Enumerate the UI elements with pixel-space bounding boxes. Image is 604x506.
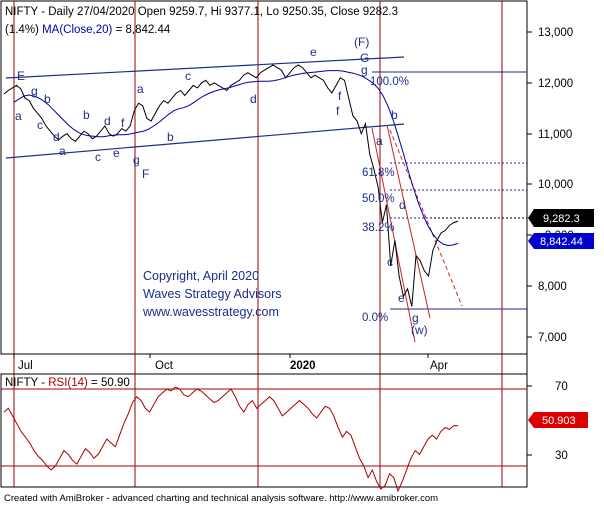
fib-labels: 100.0% 61.8% 50.0% 38.2% 0.0% [362, 76, 409, 324]
change-pct: (1.4%) [5, 24, 42, 36]
wave-label: a [15, 109, 22, 123]
ma-badge-label: 8,842.44 [540, 236, 583, 248]
rsi-title-value: = 50.90 [88, 377, 130, 389]
wave-label: g [361, 63, 368, 77]
falling-channel-right [386, 124, 431, 319]
ma-series-line [13, 70, 459, 247]
wave-label: f [338, 89, 342, 103]
wave-label: e [310, 45, 317, 59]
price-panel-frame [0, 0, 528, 355]
rsi-badge-label: 50.903 [542, 415, 576, 427]
wave-label: E [17, 69, 25, 83]
copyright-line: Copyright, April 2020 [143, 269, 259, 283]
fib-label: 0.0% [362, 312, 388, 324]
price-tick-label: 11,000 [538, 129, 572, 141]
rsi-tick-label: 30 [555, 450, 568, 462]
time-tick-label: Apr [430, 360, 448, 372]
price-series-line [3, 64, 459, 307]
rsi-title-prefix: NIFTY - [5, 377, 48, 389]
rsi-header: NIFTY - RSI(14) = 50.90 [5, 377, 130, 389]
price-tick-label: 8,000 [538, 281, 567, 293]
chart-subtitle: (1.4%) MA(Close,20) = 8,842.44 [5, 24, 171, 36]
wave-label: g [133, 153, 140, 167]
wave-label: c [185, 69, 191, 83]
triangle-channel [5, 56, 405, 159]
channel-upper-line [5, 56, 405, 79]
falling-channel-dashed [389, 129, 463, 307]
rsi-series-line [3, 386, 459, 493]
rsi-tick-label: 70 [555, 381, 568, 393]
wave-label: d [250, 92, 257, 106]
wave-label: d [104, 114, 111, 128]
wave-label: d [399, 198, 406, 212]
rsi-badge-shape [528, 412, 588, 428]
time-tick-label: Jul [18, 360, 33, 372]
wave-label: G [360, 51, 369, 65]
price-tick-label: 12,000 [538, 78, 573, 90]
wave-label: a [137, 82, 144, 96]
time-axis: Jul Oct 2020 Apr [13, 354, 448, 372]
ma-badge: 8,842.44 [528, 233, 594, 249]
wave-label: (w) [411, 323, 428, 337]
wave-label: (F) [354, 35, 369, 49]
rsi-axis-ticks: 70 30 [527, 381, 568, 462]
wave-label: a [59, 144, 66, 158]
wave-label: b [83, 108, 90, 122]
chart-title: NIFTY - Daily 27/04/2020 Open 9259.7, Hi… [5, 6, 398, 18]
price-axis-ticks: 13,000 12,000 11,000 10,000 9,000 8,000 … [527, 27, 574, 344]
fib-label: 61.8% [362, 167, 395, 179]
ma-badge-shape [528, 233, 594, 249]
wave-label: a [376, 134, 383, 148]
wave-label: c [387, 255, 393, 269]
wave-label: g [31, 84, 38, 98]
ma-value: = 8,842.44 [112, 24, 170, 36]
fib-label: 50.0% [362, 193, 395, 205]
company-name: Waves Strategy Advisors [143, 287, 281, 301]
wave-label: e [113, 146, 120, 160]
period-separators [13, 1, 503, 487]
wave-label: b [391, 108, 398, 122]
footer-credit: Created with AmiBroker - advanced charti… [4, 493, 438, 504]
channel-lower-line [5, 123, 405, 159]
close-badge: 9,282.3 [528, 209, 594, 227]
falling-channel-left [371, 127, 416, 343]
ma-label: MA(Close,20) [42, 24, 112, 36]
rsi-title: NIFTY - RSI(14) = 50.90 [5, 377, 130, 389]
wave-label: g [412, 311, 419, 325]
wave-label: c [37, 118, 43, 132]
rsi-badge: 50.903 [528, 412, 588, 428]
wave-label: f [336, 104, 340, 118]
time-tick-label: Oct [155, 360, 174, 372]
time-tick-label: 2020 [290, 360, 316, 372]
wave-label: b [167, 130, 174, 144]
falling-channel [371, 124, 463, 343]
wave-labels: E a g b c d a b c d e f g F a b c d e f … [15, 35, 428, 337]
close-badge-shape [528, 209, 594, 227]
wave-label: d [53, 130, 60, 144]
rsi-title-name: RSI(14) [48, 377, 88, 389]
copyright-block: Copyright, April 2020 Waves Strategy Adv… [142, 269, 281, 319]
price-tick-label: 10,000 [538, 179, 573, 191]
fib-label: 38.2% [362, 222, 395, 234]
wave-label: c [95, 150, 101, 164]
wave-label: f [121, 116, 125, 130]
wave-label: F [142, 167, 149, 181]
close-badge-label: 9,282.3 [543, 213, 580, 225]
fib-label: 100.0% [370, 76, 409, 88]
price-tick-label: 7,000 [538, 332, 567, 344]
rsi-panel-frame [0, 373, 528, 488]
wave-label: e [398, 291, 405, 305]
website-link: www.wavesstrategy.com [142, 305, 279, 319]
price-tick-label: 13,000 [538, 27, 573, 39]
wave-label: b [44, 92, 51, 106]
